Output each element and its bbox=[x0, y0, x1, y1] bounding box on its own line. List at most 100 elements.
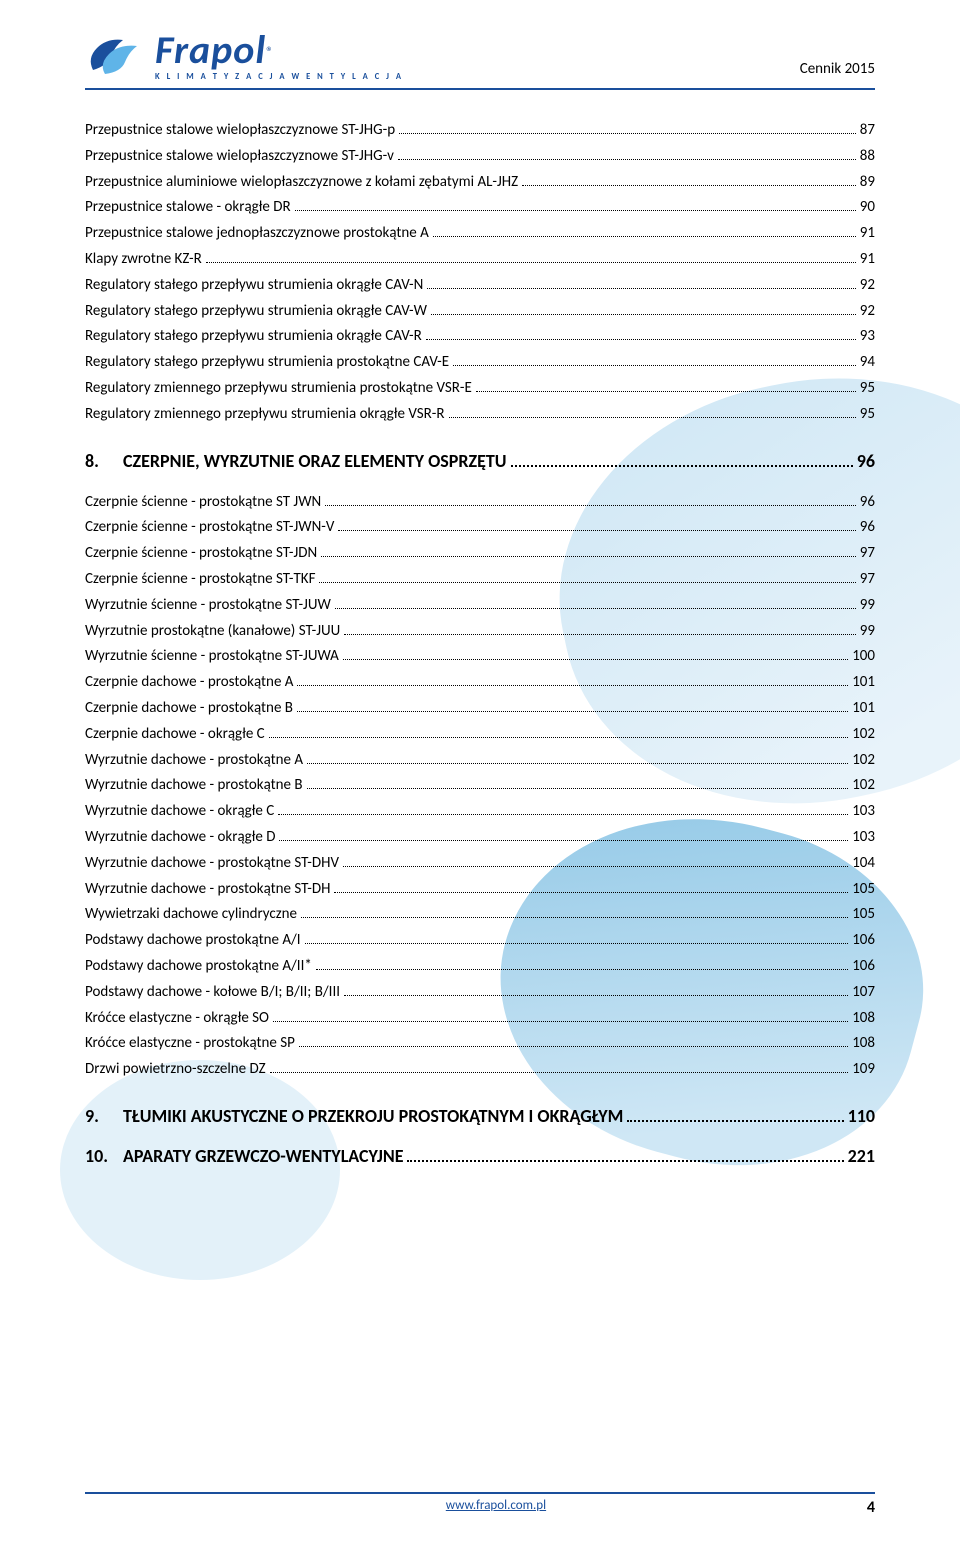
toc-entry[interactable]: Podstawy dachowe prostokątne A/II* 106 bbox=[85, 954, 875, 980]
toc-entry-page: 100 bbox=[852, 644, 875, 670]
toc-entry[interactable]: Przepustnice stalowe - okrągłe DR 90 bbox=[85, 195, 875, 221]
toc-entry-page: 90 bbox=[860, 195, 875, 221]
leader-dots bbox=[627, 1120, 843, 1122]
leader-dots bbox=[325, 505, 856, 506]
toc-entry[interactable]: Przepustnice stalowe wielopłaszczyznowe … bbox=[85, 144, 875, 170]
toc-entry[interactable]: Regulatory stałego przepływu strumienia … bbox=[85, 350, 875, 376]
toc-entry-page: 87 bbox=[860, 118, 875, 144]
toc-entry-label: Wyrzutnie ścienne - prostokątne ST-JUWA bbox=[85, 644, 339, 670]
toc-entry[interactable]: Regulatory zmiennego przepływu strumieni… bbox=[85, 376, 875, 402]
footer-page-number: 4 bbox=[867, 1498, 875, 1517]
leader-dots bbox=[431, 314, 856, 315]
toc-entry[interactable]: Wyrzutnie dachowe - prostokątne A 102 bbox=[85, 748, 875, 774]
toc-entry-page: 93 bbox=[860, 324, 875, 350]
toc-entry[interactable]: Czerpnie dachowe - okrągłe C 102 bbox=[85, 722, 875, 748]
section-page: 96 bbox=[857, 450, 875, 472]
toc-entry[interactable]: Regulatory stałego przepływu strumienia … bbox=[85, 273, 875, 299]
toc-entry-page: 99 bbox=[860, 619, 875, 645]
section-10-heading[interactable]: 10. APARATY GRZEWCZO-WENTYLACYJNE 221 bbox=[85, 1145, 875, 1167]
leader-dots bbox=[427, 288, 856, 289]
leader-dots bbox=[270, 1072, 849, 1073]
frapol-logo-icon bbox=[85, 30, 145, 82]
toc-entry[interactable]: Klapy zwrotne KZ-R 91 bbox=[85, 247, 875, 273]
toc-entry[interactable]: Regulatory zmiennego przepływu strumieni… bbox=[85, 402, 875, 428]
leader-dots bbox=[407, 1160, 843, 1162]
toc-entry[interactable]: Wywietrzaki dachowe cylindryczne 105 bbox=[85, 902, 875, 928]
toc-entry[interactable]: Przepustnice aluminiowe wielopłaszczyzno… bbox=[85, 170, 875, 196]
toc-entry-page: 105 bbox=[852, 877, 875, 903]
toc-entry-page: 92 bbox=[860, 299, 875, 325]
toc-entry-page: 89 bbox=[860, 170, 875, 196]
toc-entry-page: 99 bbox=[860, 593, 875, 619]
toc-entry-label: Wyrzutnie prostokątne (kanałowe) ST-JUU bbox=[85, 619, 340, 645]
leader-dots bbox=[307, 788, 849, 789]
toc-entry[interactable]: Czerpnie ścienne - prostokątne ST JWN 96 bbox=[85, 490, 875, 516]
leader-dots bbox=[297, 685, 848, 686]
toc-entry-label: Przepustnice aluminiowe wielopłaszczyzno… bbox=[85, 170, 518, 196]
leader-dots bbox=[522, 185, 856, 186]
toc-entry-label: Wyrzutnie dachowe - okrągłe D bbox=[85, 825, 275, 851]
toc-group-1: Przepustnice stalowe wielopłaszczyznowe … bbox=[85, 118, 875, 428]
toc-entry-page: 108 bbox=[852, 1006, 875, 1032]
toc-entry-page: 106 bbox=[852, 928, 875, 954]
toc-entry[interactable]: Wyrzutnie dachowe - prostokątne ST-DH 10… bbox=[85, 877, 875, 903]
toc-entry[interactable]: Czerpnie dachowe - prostokątne A 101 bbox=[85, 670, 875, 696]
toc-entry-label: Regulatory stałego przepływu strumienia … bbox=[85, 273, 423, 299]
toc-entry[interactable]: Wyrzutnie dachowe - okrągłe D 103 bbox=[85, 825, 875, 851]
toc-entry-label: Przepustnice stalowe wielopłaszczyznowe … bbox=[85, 118, 395, 144]
toc-entry[interactable]: Przepustnice stalowe jednopłaszczyznowe … bbox=[85, 221, 875, 247]
section-page: 221 bbox=[848, 1145, 875, 1167]
toc-entry[interactable]: Podstawy dachowe prostokątne A/I 106 bbox=[85, 928, 875, 954]
toc-entry[interactable]: Regulatory stałego przepływu strumienia … bbox=[85, 324, 875, 350]
toc-entry[interactable]: Czerpnie ścienne - prostokątne ST-JWN-V … bbox=[85, 515, 875, 541]
toc-entry[interactable]: Wyrzutnie prostokątne (kanałowe) ST-JUU … bbox=[85, 619, 875, 645]
toc-entry[interactable]: Wyrzutnie ścienne - prostokątne ST-JUWA … bbox=[85, 644, 875, 670]
toc-entry-page: 108 bbox=[852, 1031, 875, 1057]
toc-entry-page: 96 bbox=[860, 490, 875, 516]
toc-entry[interactable]: Wyrzutnie dachowe - okrągłe C 103 bbox=[85, 799, 875, 825]
leader-dots bbox=[278, 814, 848, 815]
toc-entry-label: Wyrzutnie dachowe - prostokątne ST-DH bbox=[85, 877, 330, 903]
logo-registered: ® bbox=[266, 44, 273, 61]
toc-entry[interactable]: Drzwi powietrzno-szczelne DZ 109 bbox=[85, 1057, 875, 1083]
page-header: Frapol® K L I M A T Y Z A C J A W E N T … bbox=[85, 30, 875, 90]
toc-entry-label: Wyrzutnie dachowe - okrągłe C bbox=[85, 799, 274, 825]
toc-entry-page: 95 bbox=[860, 376, 875, 402]
toc-entry-label: Drzwi powietrzno-szczelne DZ bbox=[85, 1057, 266, 1083]
toc-entry[interactable]: Wyrzutnie dachowe - prostokątne B 102 bbox=[85, 773, 875, 799]
toc-entry-label: Wyrzutnie dachowe - prostokątne B bbox=[85, 773, 303, 799]
leader-dots bbox=[343, 659, 848, 660]
section-9-heading[interactable]: 9. TŁUMIKI AKUSTYCZNE O PRZEKROJU PROSTO… bbox=[85, 1105, 875, 1127]
toc-entry[interactable]: Króćce elastyczne - prostokątne SP 108 bbox=[85, 1031, 875, 1057]
leader-dots bbox=[399, 133, 856, 134]
toc-entry-page: 92 bbox=[860, 273, 875, 299]
section-8-heading[interactable]: 8. CZERPNIE, WYRZUTNIE ORAZ ELEMENTY OSP… bbox=[85, 450, 875, 472]
toc-entry[interactable]: Czerpnie ścienne - prostokątne ST-TKF 97 bbox=[85, 567, 875, 593]
toc-entry-label: Czerpnie ścienne - prostokątne ST-JWN-V bbox=[85, 515, 334, 541]
footer-url[interactable]: www.frapol.com.pl bbox=[125, 1498, 867, 1517]
leader-dots bbox=[299, 1046, 848, 1047]
toc-entry[interactable]: Podstawy dachowe - kołowe B/I; B/II; B/I… bbox=[85, 980, 875, 1006]
leader-dots bbox=[338, 530, 855, 531]
section-num: 10. bbox=[85, 1145, 123, 1167]
toc-entry-page: 107 bbox=[852, 980, 875, 1006]
leader-dots bbox=[273, 1021, 848, 1022]
leader-dots bbox=[476, 391, 856, 392]
header-right-label: Cennik 2015 bbox=[800, 30, 875, 78]
section-title: TŁUMIKI AKUSTYCZNE O PRZEKROJU PROSTOKĄT… bbox=[123, 1105, 623, 1127]
leader-dots bbox=[206, 262, 856, 263]
leader-dots bbox=[316, 969, 848, 970]
toc-entry[interactable]: Przepustnice stalowe wielopłaszczyznowe … bbox=[85, 118, 875, 144]
toc-entry[interactable]: Czerpnie ścienne - prostokątne ST-JDN 97 bbox=[85, 541, 875, 567]
toc-entry[interactable]: Czerpnie dachowe - prostokątne B 101 bbox=[85, 696, 875, 722]
leader-dots bbox=[344, 995, 848, 996]
section-page: 110 bbox=[848, 1105, 875, 1127]
toc-entry[interactable]: Wyrzutnie ścienne - prostokątne ST-JUW 9… bbox=[85, 593, 875, 619]
toc-entry[interactable]: Wyrzutnie dachowe - prostokątne ST-DHV 1… bbox=[85, 851, 875, 877]
leader-dots bbox=[343, 866, 848, 867]
toc-entry[interactable]: Króćce elastyczne - okrągłe SO 108 bbox=[85, 1006, 875, 1032]
toc-entry-label: Wywietrzaki dachowe cylindryczne bbox=[85, 902, 297, 928]
toc-entry-label: Wyrzutnie ścienne - prostokątne ST-JUW bbox=[85, 593, 331, 619]
toc-entry[interactable]: Regulatory stałego przepływu strumienia … bbox=[85, 299, 875, 325]
toc-entry-label: Czerpnie ścienne - prostokątne ST-TKF bbox=[85, 567, 315, 593]
